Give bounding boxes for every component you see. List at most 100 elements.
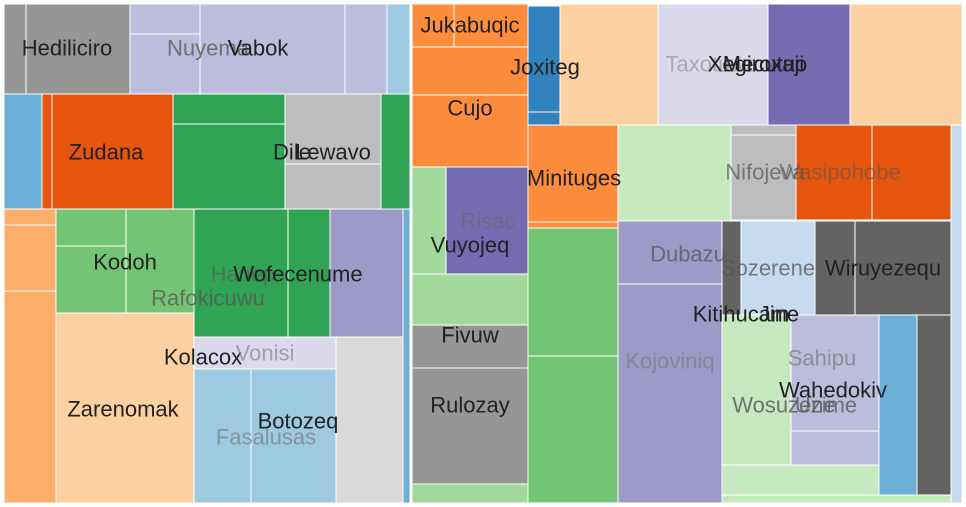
- treemap-tile-32: [411, 46, 529, 96]
- treemap-tile-15: [3, 208, 57, 226]
- treemap-label-vonisi: Vonisi: [236, 341, 295, 366]
- treemap-tile-54: [871, 124, 952, 221]
- treemap-label-joxiteg: Joxiteg: [510, 55, 580, 80]
- treemap-label-sahipu: Sahipu: [788, 346, 857, 371]
- treemap-label-nifojeva: Nifojeva: [725, 160, 805, 185]
- treemap-tile-11: [172, 123, 286, 210]
- treemap-tile-21: [193, 208, 289, 338]
- treemap-tile-46: [527, 124, 619, 223]
- treemap-tile-47: [527, 221, 619, 229]
- treemap-tile-16: [3, 224, 57, 292]
- treemap-tile-52: [730, 134, 797, 221]
- treemap-tile-24: [55, 312, 195, 504]
- treemap-tile-65: [878, 314, 918, 496]
- treemap-tile-17: [3, 290, 57, 504]
- treemap-tile-37: [657, 3, 769, 126]
- treemap-label-dile: Dile: [273, 140, 311, 165]
- treemap-label-taxotuwa: Taxotuwa: [666, 52, 760, 77]
- treemap-tile-59: [740, 220, 816, 316]
- treemap-tile-55: [950, 124, 963, 504]
- treemap-label-cujo: Cujo: [447, 96, 492, 121]
- treemap-label-wiruyezequ: Wiruyezequ: [825, 256, 941, 281]
- treemap-label-rulozay: Rulozay: [430, 393, 509, 418]
- treemap-label-wofecenume: Wofecenume: [233, 262, 362, 287]
- treemap-label-zarenomak: Zarenomak: [67, 397, 179, 422]
- treemap-label-botozeq: Botozeq: [258, 409, 339, 434]
- treemap-tile-53: [795, 124, 873, 221]
- treemap-label-nuyema: Nuyema: [167, 36, 250, 61]
- treemap-label-uzime: Uzime: [795, 393, 857, 418]
- treemap-tile-56: [617, 220, 723, 285]
- treemap-tile-36: [559, 3, 659, 126]
- treemap-tile-41: [445, 166, 529, 275]
- treemap-label-xegiroxaji: Xegiroxaji: [708, 52, 805, 77]
- treemap-tile-50: [617, 124, 732, 222]
- treemap-tile-61: [854, 220, 952, 316]
- treemap-tile-25: [193, 336, 337, 370]
- treemap-label-zudana: Zudana: [69, 140, 144, 165]
- treemap-tile-45: [411, 483, 529, 504]
- treemap-tile-2: [129, 3, 201, 35]
- treemap-tile-3: [129, 33, 201, 95]
- treemap-tile-27: [250, 368, 337, 504]
- treemap-label-mecutuo: Mecutuo: [723, 52, 807, 77]
- treemap-label-hanep: Hanep: [211, 262, 276, 287]
- treemap-label-kitihucam: Kitihucam: [693, 302, 790, 327]
- treemap-tile-6: [386, 3, 411, 95]
- treemap-tile-8: [41, 93, 53, 210]
- treemap-label-wasipohobe: Wasipohobe: [779, 160, 900, 185]
- treemap-tile-19: [55, 245, 127, 314]
- treemap-tile-39: [849, 3, 963, 126]
- treemap-tile-62: [721, 314, 792, 466]
- treemap-tile-66: [916, 314, 952, 496]
- treemap-tile-10: [172, 93, 286, 125]
- treemap-label-risac: Risac: [460, 209, 515, 234]
- treemap-tile-40: [411, 166, 447, 275]
- treemap-tile-48: [527, 227, 619, 357]
- treemap-label-sozerene: Sozerene: [721, 256, 815, 281]
- treemap-tile-64: [790, 430, 880, 466]
- treemap-label-lewavo: Lewavo: [295, 140, 371, 165]
- treemap-label-kodoh: Kodoh: [93, 250, 157, 275]
- treemap-label-rafokicuwu: Rafokicuwu: [151, 286, 265, 311]
- treemap-label-vuyojeq: Vuyojeq: [431, 233, 510, 258]
- treemap-label-wahedokiv: Wahedokiv: [779, 378, 887, 403]
- treemap-tile-35: [527, 111, 561, 126]
- treemap-tile-22: [287, 208, 331, 338]
- treemap-tile-67: [721, 464, 880, 496]
- treemap-label-jukabuqic: Jukabuqic: [420, 13, 519, 38]
- treemap-tile-28: [335, 336, 404, 504]
- treemap-tile-13: [284, 163, 382, 210]
- treemap-tile-23: [329, 208, 406, 338]
- treemap-tile-4: [199, 3, 346, 95]
- treemap-tile-5: [344, 3, 388, 95]
- treemap-label-kojoviniq: Kojoviniq: [625, 349, 714, 374]
- treemap-tile-1: [25, 3, 131, 95]
- treemap-tile-63: [790, 314, 880, 432]
- treemap-tile-12: [284, 93, 382, 165]
- treemap-tile-18: [55, 208, 127, 247]
- treemap-tile-51: [730, 124, 797, 136]
- treemap-label-kolacox: Kolacox: [164, 345, 242, 370]
- treemap-tile-68: [721, 494, 952, 504]
- treemap-label-hediliciro: Hediliciro: [22, 36, 112, 61]
- treemap-tiles: [3, 3, 963, 504]
- treemap-label-wosuzene: Wosuzene: [732, 393, 836, 418]
- treemap-tile-14: [380, 93, 411, 210]
- treemap-tile-49: [527, 355, 619, 504]
- treemap-tile-43: [411, 324, 529, 369]
- treemap-label-fivuw: Fivuw: [441, 323, 499, 348]
- treemap-label-fasalusas: Fasalusas: [216, 425, 316, 450]
- treemap-tile-7: [3, 93, 43, 210]
- treemap-tile-42: [411, 273, 529, 326]
- treemap-tile-44: [411, 367, 529, 485]
- treemap-tile-30: [411, 3, 455, 48]
- treemap-tile-29: [402, 208, 411, 504]
- treemap-label-vabok: Vabok: [228, 36, 290, 61]
- treemap-tile-57: [617, 283, 723, 504]
- treemap-label-jine: Jine: [759, 302, 799, 327]
- treemap-label-dubazu: Dubazu: [650, 242, 726, 267]
- treemap-label-minituges: Minituges: [527, 166, 621, 191]
